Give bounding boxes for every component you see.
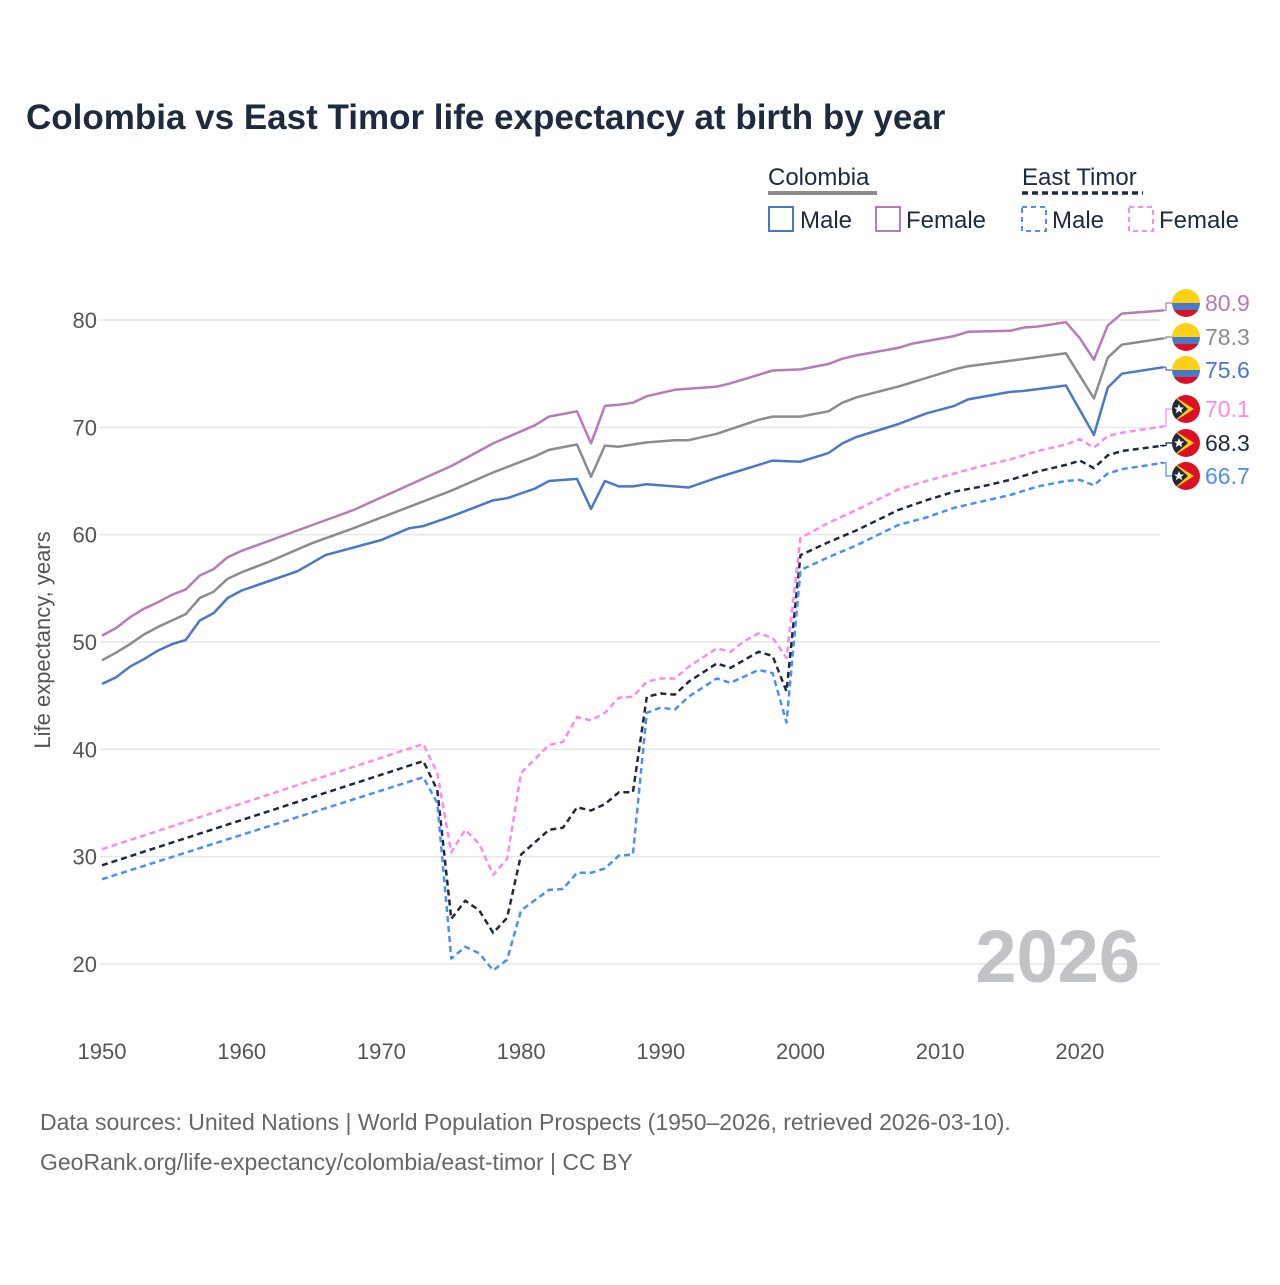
end-value-label: 66.7 <box>1205 463 1250 489</box>
y-tick-label: 20 <box>73 952 97 977</box>
series-line-colombia-total <box>101 337 1164 662</box>
x-tick-label: 1990 <box>636 1039 685 1064</box>
colombia-flag-icon <box>1172 356 1200 384</box>
y-axis-title: Life expectancy, years <box>30 531 55 748</box>
legend: Colombia Male Female East Timor Male Fem… <box>768 164 1239 234</box>
footer-url[interactable]: GeoRank.org/life-expectancy/colombia/eas… <box>40 1149 633 1175</box>
end-labels: 80.9 78.3 75.6 70.1 68.3 66.7 <box>1160 289 1250 490</box>
gridlines <box>100 319 1160 965</box>
y-tick-label: 70 <box>73 415 97 440</box>
x-tick-label: 1960 <box>217 1039 266 1064</box>
legend-label-east-timor-female: Female <box>1159 207 1239 234</box>
x-tick-label: 1970 <box>357 1039 406 1064</box>
chart-title: Colombia vs East Timor life expectancy a… <box>26 98 946 137</box>
end-label-connector <box>1160 442 1172 447</box>
legend-label-colombia-male: Male <box>800 207 852 234</box>
east-timor-flag-icon <box>1172 395 1200 423</box>
x-tick-label: 2020 <box>1055 1039 1104 1064</box>
end-label-connector <box>1160 462 1172 477</box>
x-tick-label: 2010 <box>916 1039 965 1064</box>
footer-sources: Data sources: United Nations | World Pop… <box>40 1109 1011 1135</box>
y-tick-label: 40 <box>73 737 97 762</box>
series-line-east-timor-male <box>101 461 1164 972</box>
series-line-east-timor-total <box>101 444 1164 935</box>
y-tick-label: 60 <box>73 523 97 548</box>
end-value-label: 80.9 <box>1205 290 1250 316</box>
colombia-flag-icon <box>1172 323 1200 351</box>
y-tick-label: 30 <box>73 845 97 870</box>
series-lines <box>101 309 1164 972</box>
end-value-label: 70.1 <box>1205 396 1250 422</box>
legend-swatch-colombia-female <box>875 206 901 232</box>
y-axis-ticks: 20 30 40 50 60 70 80 <box>73 308 97 977</box>
series-line-colombia-male <box>101 365 1164 686</box>
east-timor-flag-icon <box>1172 462 1200 490</box>
colombia-flag-icon <box>1172 289 1200 317</box>
end-label-connector <box>1160 408 1172 427</box>
end-label-connector <box>1160 366 1172 371</box>
end-value-label: 68.3 <box>1205 430 1250 456</box>
end-label-connector <box>1160 336 1172 339</box>
east-timor-flag-icon <box>1172 429 1200 457</box>
series-line-colombia-female <box>101 309 1164 637</box>
y-tick-label: 50 <box>73 630 97 655</box>
legend-swatch-east-timor-female <box>1128 206 1154 232</box>
legend-swatch-east-timor-male <box>1021 206 1047 232</box>
end-value-label: 78.3 <box>1205 324 1250 350</box>
year-watermark: 2026 <box>975 915 1140 998</box>
legend-swatch-colombia-male <box>768 206 794 232</box>
legend-group-east-timor: East Timor <box>1022 164 1137 191</box>
x-tick-label: 1980 <box>497 1039 546 1064</box>
end-label-connector <box>1160 302 1172 311</box>
legend-group-colombia: Colombia <box>768 164 870 191</box>
legend-label-east-timor-male: Male <box>1052 207 1104 234</box>
x-axis-ticks: 1950 1960 1970 1980 1990 2000 2010 2020 <box>78 1039 1105 1064</box>
end-value-label: 75.6 <box>1205 357 1250 383</box>
series-line-east-timor-female <box>101 425 1164 877</box>
legend-label-colombia-female: Female <box>906 207 986 234</box>
x-tick-label: 1950 <box>78 1039 127 1064</box>
y-tick-label: 80 <box>73 308 97 333</box>
x-tick-label: 2000 <box>776 1039 825 1064</box>
